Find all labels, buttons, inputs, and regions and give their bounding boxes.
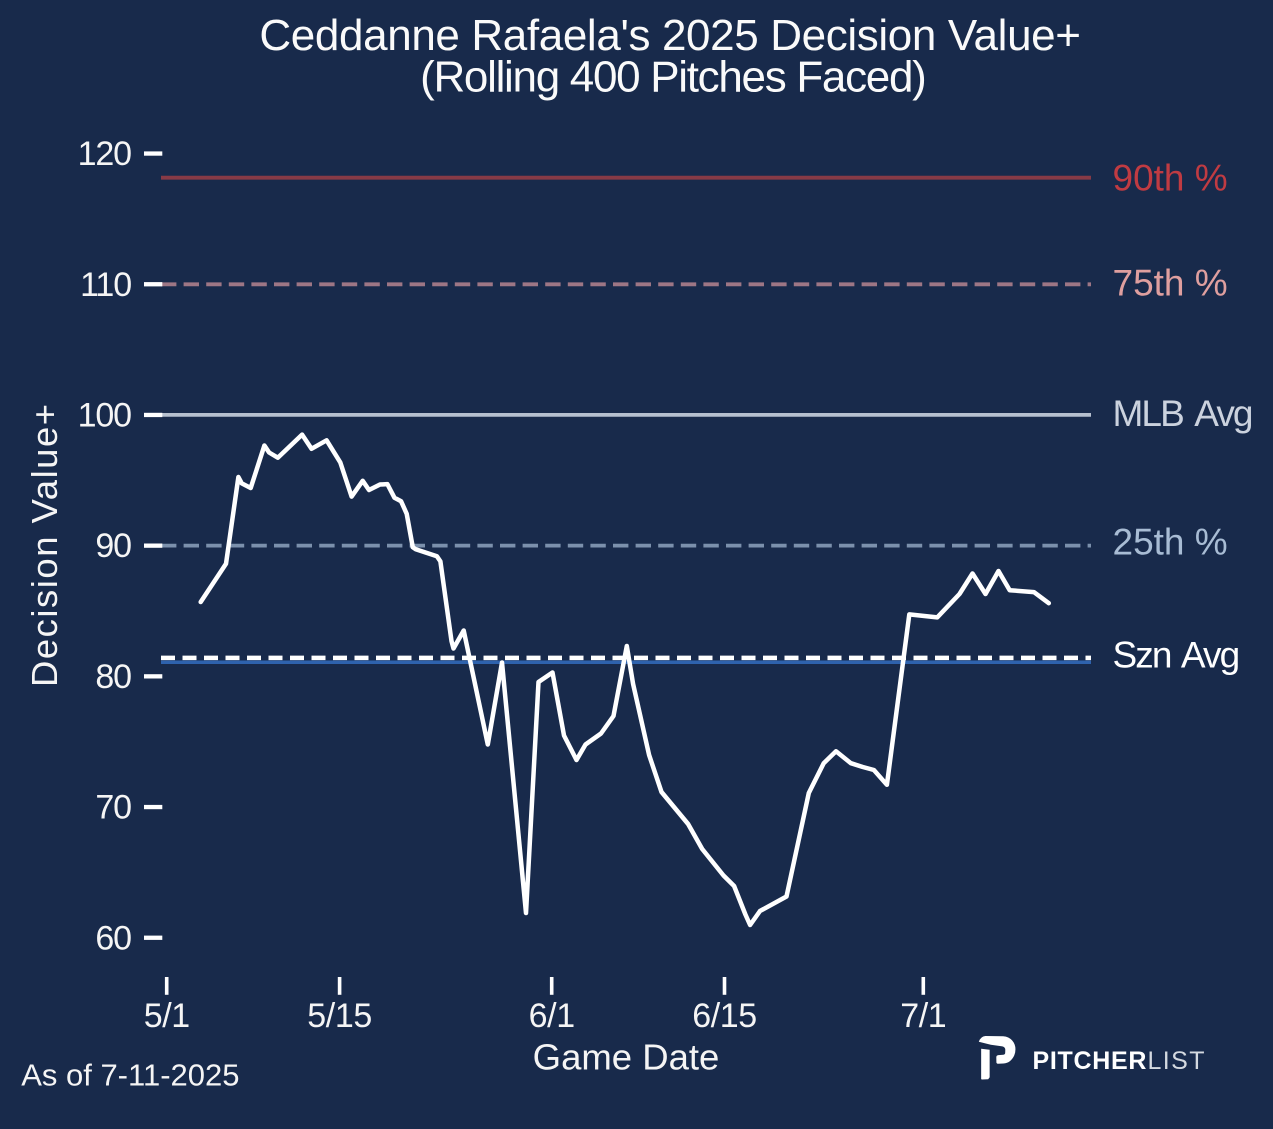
svg-text:90th %: 90th %	[1113, 158, 1228, 199]
svg-text:110: 110	[80, 266, 131, 304]
svg-text:60: 60	[95, 919, 131, 957]
svg-text:6/1: 6/1	[529, 997, 575, 1035]
svg-text:Decision Value+: Decision Value+	[24, 402, 65, 687]
svg-text:6/15: 6/15	[692, 997, 757, 1035]
svg-text:25th %: 25th %	[1113, 521, 1228, 562]
svg-text:5/1: 5/1	[144, 997, 190, 1035]
svg-text:As of 7-11-2025: As of 7-11-2025	[21, 1058, 239, 1093]
svg-text:PITCHER: PITCHER	[1033, 1047, 1148, 1075]
svg-text:120: 120	[78, 135, 132, 173]
svg-text:75th %: 75th %	[1113, 262, 1228, 303]
svg-text:Szn Avg: Szn Avg	[1113, 634, 1239, 675]
svg-text:80: 80	[95, 658, 131, 696]
svg-text:(Rolling 400 Pitches Faced): (Rolling 400 Pitches Faced)	[420, 53, 925, 102]
svg-text:90: 90	[95, 527, 131, 565]
svg-text:5/15: 5/15	[307, 997, 372, 1035]
svg-text:100: 100	[78, 397, 132, 435]
svg-text:Ceddanne Rafaela's 2025 Decisi: Ceddanne Rafaela's 2025 Decision Value+	[259, 11, 1080, 60]
svg-text:70: 70	[95, 789, 131, 827]
svg-text:MLB Avg: MLB Avg	[1113, 393, 1252, 434]
svg-text:7/1: 7/1	[900, 997, 946, 1035]
svg-text:LIST: LIST	[1148, 1047, 1206, 1075]
svg-text:Game Date: Game Date	[533, 1037, 720, 1078]
